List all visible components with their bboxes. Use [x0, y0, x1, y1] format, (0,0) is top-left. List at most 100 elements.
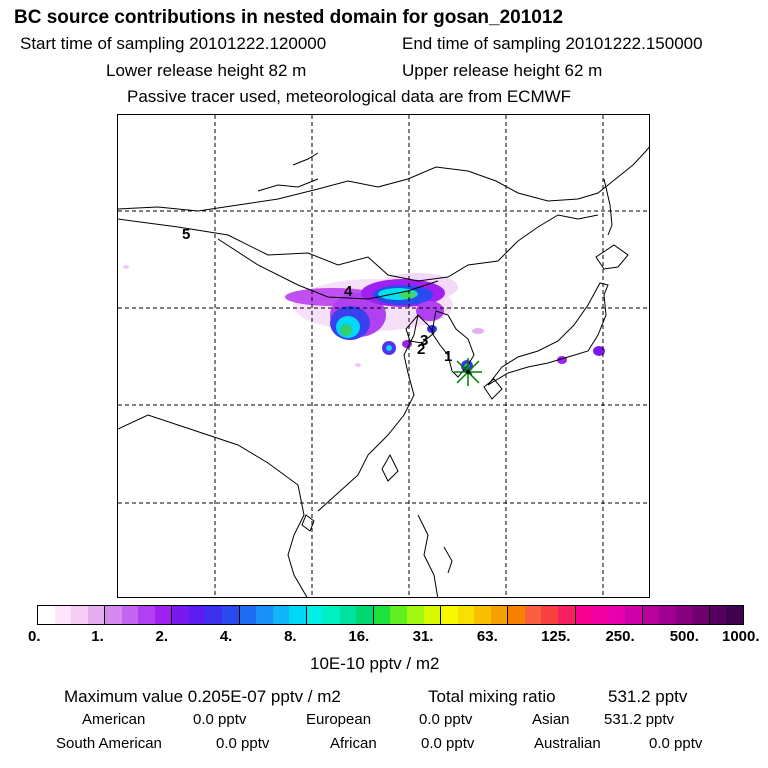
hainan [301, 514, 315, 532]
colorbar-swatch [188, 606, 206, 624]
colorbar-swatch [625, 606, 643, 624]
china-coast [317, 314, 419, 512]
colorbar-swatch [541, 606, 558, 624]
contribution-value: 0.0 pptv [193, 711, 247, 728]
sampling-start: Start time of sampling 20101222.120000 [20, 34, 327, 53]
colorbar-tick-label: 63. [476, 628, 498, 645]
colorbar-swatch [474, 606, 491, 624]
colorbar-swatch [709, 606, 727, 624]
contribution-region: African [330, 735, 377, 752]
region-label-1: 1 [444, 348, 452, 365]
region-label-5: 5 [182, 226, 190, 243]
colorbar-swatch [407, 606, 424, 624]
colorbar-tick-label: 0. [28, 628, 41, 645]
colorbar-swatch [105, 606, 122, 624]
contribution-region: Asian [532, 711, 570, 728]
plume-green [340, 324, 352, 336]
colorbar-swatch [38, 606, 55, 624]
colorbar-swatch [423, 606, 442, 624]
taiwan [381, 453, 399, 482]
region-labels: 5 4 3 2 1 [182, 226, 452, 365]
colorbar-swatch [592, 606, 609, 624]
region-label-3: 3 [420, 332, 428, 349]
colorbar-swatch [306, 606, 324, 624]
region-label-2: 2 [417, 341, 425, 358]
colorbar-swatch [373, 606, 391, 624]
colorbar-swatch [726, 606, 743, 624]
colorbar-swatch [608, 606, 626, 624]
colorbar-tick-label: 2. [155, 628, 169, 645]
receptor-star-icon [454, 358, 482, 386]
contribution-region: Australian [534, 735, 601, 752]
colorbar-swatch [272, 606, 290, 624]
philippines-2 [443, 546, 453, 574]
colorbar-tick-label: 500. [669, 628, 699, 645]
colorbar-tick-label: 4. [219, 628, 233, 645]
japan-kyushu [483, 378, 503, 400]
colorbar-swatch [642, 606, 660, 624]
sakhalin [603, 178, 613, 236]
region-label-4: 4 [344, 283, 353, 300]
lake-baikal [292, 152, 319, 166]
colorbar-swatch [205, 606, 223, 624]
colorbar-swatch [239, 606, 257, 624]
colorbar-swatch [289, 606, 307, 624]
colorbar-tick-label: 1000. [722, 628, 760, 645]
colorbar-tick-label: 1. [91, 628, 104, 645]
plume-blob [386, 345, 392, 351]
colorbar-swatch [54, 606, 72, 624]
total-mixing-ratio-value: 531.2 pptv [608, 687, 688, 706]
plume-speck [355, 363, 361, 367]
plume-blob [593, 346, 605, 356]
colorbar-swatch [323, 606, 340, 624]
colorbar-swatch [256, 606, 273, 624]
contribution-value: 0.0 pptv [419, 711, 473, 728]
plume-speck [472, 328, 484, 334]
contribution-region: South American [56, 735, 162, 752]
colorbar-swatch [557, 606, 576, 624]
contribution-region: European [306, 711, 372, 728]
colorbar-tick-label: 250. [605, 628, 635, 645]
plume-purple [416, 301, 444, 321]
colorbar-swatch [441, 606, 458, 624]
colorbar-swatch [356, 606, 374, 624]
tracer-note: Passive tracer used, meteorological data… [127, 87, 572, 106]
plume-speck [123, 265, 129, 269]
colorbar-swatch [524, 606, 542, 624]
coastlines [118, 146, 649, 597]
lower-release-height: Lower release height 82 m [106, 61, 307, 80]
korean-peninsula [431, 310, 475, 378]
colorbar [37, 605, 744, 625]
colorbar-swatch [490, 606, 509, 624]
colorbar-swatch [675, 606, 693, 624]
philippines [417, 514, 439, 597]
colorbar-swatch [339, 606, 357, 624]
colorbar-swatch [659, 606, 676, 624]
colorbar-swatch [154, 606, 173, 624]
colorbar-swatch [138, 606, 155, 624]
colorbar-swatch [575, 606, 593, 624]
contribution-value: 531.2 pptv [604, 711, 675, 728]
total-mixing-ratio-label: Total mixing ratio [428, 687, 556, 706]
arctic-coast [257, 178, 319, 192]
grid [118, 115, 649, 597]
coastline-north [118, 146, 649, 212]
colorbar-swatch [692, 606, 710, 624]
japan-honshu [487, 282, 609, 386]
contribution-value: 0.0 pptv [421, 735, 475, 752]
colorbar-swatch [390, 606, 408, 624]
colorbar-swatch [121, 606, 139, 624]
colorbar-swatch [457, 606, 475, 624]
colorbar-tick-label: 16. [348, 628, 370, 645]
colorbar-swatch [222, 606, 240, 624]
upper-release-height: Upper release height 62 m [402, 61, 603, 80]
indochina [118, 414, 308, 597]
colorbar-swatch [172, 606, 189, 624]
contribution-value: 0.0 pptv [649, 735, 703, 752]
map-panel: 5 4 3 2 1 [117, 114, 650, 598]
plume-field [123, 265, 605, 372]
contribution-region: American [82, 711, 146, 728]
colorbar-tick-label: 8. [284, 628, 297, 645]
border-mongolia [217, 238, 439, 300]
colorbar-swatch [71, 606, 88, 624]
